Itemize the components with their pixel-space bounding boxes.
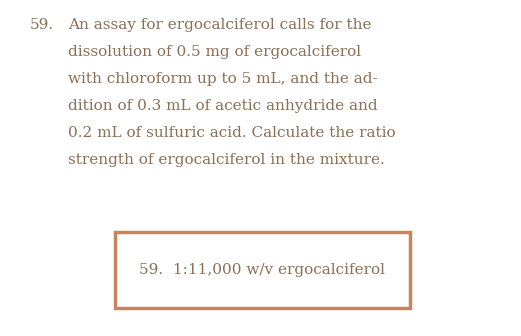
Text: dissolution of 0.5 mg of ergocalciferol: dissolution of 0.5 mg of ergocalciferol [68, 45, 361, 59]
Text: 0.2 mL of sulfuric acid. Calculate the ratio: 0.2 mL of sulfuric acid. Calculate the r… [68, 126, 395, 140]
Text: 59.  1:11,000 w/v ergocalciferol: 59. 1:11,000 w/v ergocalciferol [139, 263, 385, 277]
Text: 59.: 59. [30, 18, 54, 32]
Text: with chloroform up to 5 mL, and the ad-: with chloroform up to 5 mL, and the ad- [68, 72, 378, 86]
Text: An assay for ergocalciferol calls for the: An assay for ergocalciferol calls for th… [68, 18, 371, 32]
Text: dition of 0.3 mL of acetic anhydride and: dition of 0.3 mL of acetic anhydride and [68, 99, 378, 113]
Bar [115, 232, 410, 308]
Text: strength of ergocalciferol in the mixture.: strength of ergocalciferol in the mixtur… [68, 153, 384, 167]
